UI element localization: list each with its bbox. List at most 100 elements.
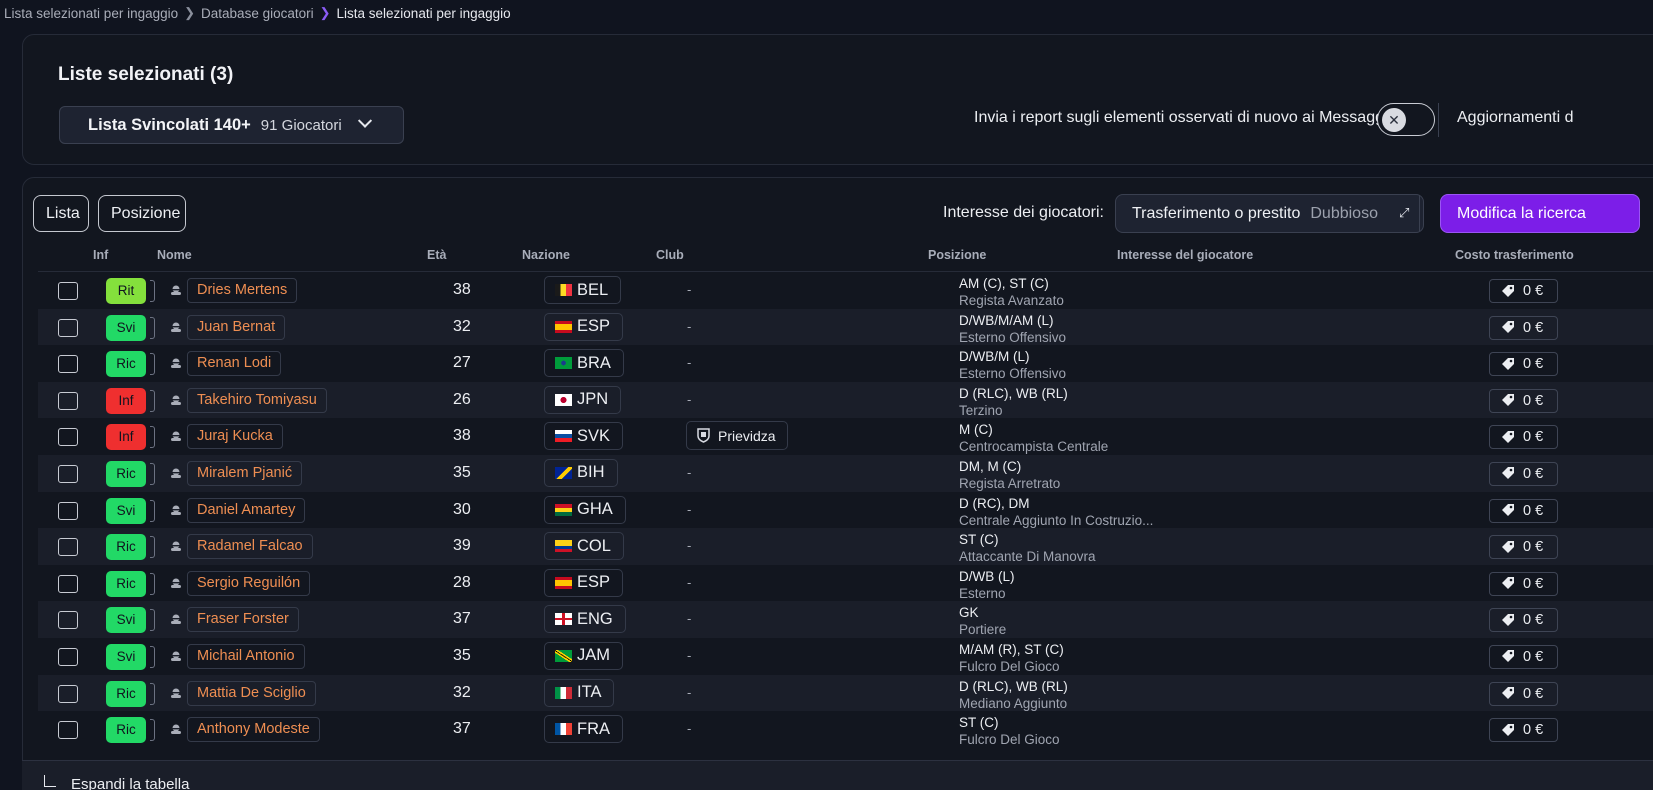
club-chip[interactable]: Prievidza [686,421,788,451]
row-checkbox[interactable] [58,721,78,740]
lists-header-card: Liste selezionati (3) Lista Svincolati 1… [22,34,1653,165]
player-role: Esterno Offensivo [959,366,1067,382]
col-nome[interactable]: Nome [157,248,192,262]
nation-chip: BIH [544,458,618,487]
player-position: ST (C) [959,715,999,731]
list-selector[interactable]: Lista Svincolati 140+ 91 Giocatori [59,106,404,144]
modify-search-button[interactable]: Modifica la ricerca [1440,194,1640,233]
table-row[interactable]: Rit Dries Mertens 38 BEL - AM (C), ST (C… [38,272,1653,309]
price-tag-icon [1502,577,1514,590]
table-row[interactable]: Ric Renan Lodi 27 BRA - D/WB/M (L) Ester… [38,345,1653,382]
row-checkbox[interactable] [58,282,78,300]
table-row[interactable]: Ric Miralem Pjanić 35 BIH - DM, M (C) Re… [38,454,1653,492]
table-row[interactable]: Svi Fraser Forster 37 ENG - GK Portiere … [38,601,1653,638]
player-icon [171,578,181,588]
expand-table-button[interactable]: Espandi la tabella [71,776,190,790]
table-row[interactable]: Inf Takehiro Tomiyasu 26 JPN - D (RLC), … [38,381,1653,419]
table-row[interactable]: Ric Anthony Modeste 37 FRA - ST (C) Fulc… [38,711,1653,748]
row-checkbox[interactable] [58,538,78,557]
club-empty: - [687,721,692,737]
row-checkbox[interactable] [58,647,78,666]
table-row[interactable]: Ric Radamel Falcao 39 COL - ST (C) Attac… [38,528,1653,565]
row-checkbox[interactable] [58,318,78,337]
col-costo[interactable]: Costo trasferimento [1455,248,1574,262]
breadcrumb-item-1[interactable]: Lista selezionati per ingaggio [4,5,179,21]
transfer-cost: 0 € [1489,279,1558,303]
player-name-link[interactable]: Fraser Forster [187,607,299,633]
col-nazione[interactable]: Nazione [522,248,570,262]
table-row[interactable]: Svi Michail Antonio 35 JAM - M/AM (R), S… [38,638,1653,675]
player-name-link[interactable]: Michail Antonio [187,643,305,669]
player-name-link[interactable]: Anthony Modeste [187,717,320,743]
report-toggle[interactable]: ✕ [1377,103,1435,136]
row-checkbox[interactable] [58,391,78,410]
club-name: Prievidza [718,427,776,444]
transfer-cost: 0 € [1489,352,1558,377]
player-name-link[interactable]: Renan Lodi [187,351,282,377]
player-name-link[interactable]: Dries Mertens [187,278,298,303]
club-empty: - [687,647,692,663]
transfer-cost-value: 0 € [1523,575,1544,592]
inf-badge: Ric [106,534,146,561]
player-name-link[interactable]: Juan Bernat [187,314,286,340]
badge-bracket [150,280,155,302]
flag-bra-icon [555,357,572,370]
price-tag-icon [1502,650,1514,663]
divider [1438,103,1439,137]
row-checkbox[interactable] [58,464,78,483]
table-row[interactable]: Ric Mattia De Sciglio 32 ITA - D (RLC), … [38,674,1653,712]
transfer-cost: 0 € [1489,681,1558,706]
player-icon [171,285,181,295]
interest-select[interactable]: Trasferimento o prestito Dubbioso ⤢ [1115,194,1424,233]
nation-code: COL [577,536,611,555]
row-checkbox[interactable] [58,684,78,703]
price-tag-icon [1502,430,1514,443]
col-interesse[interactable]: Interesse del giocatore [1117,248,1254,262]
nation-code: ITA [577,683,602,702]
player-age: 32 [453,317,471,335]
row-checkbox[interactable] [58,355,78,374]
player-name-link[interactable]: Daniel Amartey [187,497,306,523]
player-position: DM, M (C) [959,458,1022,474]
player-name-link[interactable]: Takehiro Tomiyasu [187,387,327,413]
table-header-divider [38,271,1653,272]
breadcrumb-item-2[interactable]: Database giocatori [201,5,314,21]
row-checkbox[interactable] [58,428,78,447]
player-name-link[interactable]: Mattia De Sciglio [187,680,316,706]
table-row[interactable]: Inf Juraj Kucka 38 SVK Prievidza M (C) C… [38,418,1653,455]
player-name-link[interactable]: Sergio Reguilón [187,570,311,596]
player-name-link[interactable]: Juraj Kucka [187,424,283,450]
player-role: Esterno Offensivo [959,329,1067,345]
inf-badge: Ric [106,680,146,707]
table-footer: Espandi la tabella [22,760,1653,790]
nation-code: ESP [577,573,611,592]
transfer-cost: 0 € [1489,718,1558,743]
club-empty: - [687,464,692,480]
nation-chip: ENG [544,605,626,634]
player-name-link[interactable]: Radamel Falcao [187,534,313,560]
col-eta[interactable]: Età [427,248,447,262]
player-position: AM (C), ST (C) [959,276,1049,291]
posizione-button[interactable]: Posizione [98,195,186,232]
row-checkbox[interactable] [58,574,78,593]
list-count: 91 Giocatori [260,116,342,134]
transfer-cost: 0 € [1489,388,1558,413]
expand-icon: ⤢ [1399,205,1410,220]
col-inf[interactable]: Inf [93,248,109,262]
col-posizione[interactable]: Posizione [928,248,987,262]
player-name-link[interactable]: Miralem Pjanić [187,460,303,486]
col-club[interactable]: Club [656,248,684,262]
player-position: D/WB/M/AM (L) [959,312,1054,328]
row-checkbox[interactable] [58,611,78,630]
transfer-cost: 0 € [1489,461,1558,486]
inf-badge: Ric [106,460,146,487]
row-checkbox[interactable] [58,501,78,520]
lista-button[interactable]: Lista [33,195,89,232]
nation-code: GHA [577,500,613,519]
table-row[interactable]: Svi Daniel Amartey 30 GHA - D (RC), DM C… [38,492,1653,529]
player-role: Fulcro Del Gioco [959,658,1060,674]
table-row[interactable]: Svi Juan Bernat 32 ESP - D/WB/M/AM (L) E… [38,308,1653,346]
player-age: 37 [453,720,471,738]
table-row[interactable]: Ric Sergio Reguilón 28 ESP - D/WB (L) Es… [38,565,1653,602]
transfer-cost-value: 0 € [1523,356,1544,373]
